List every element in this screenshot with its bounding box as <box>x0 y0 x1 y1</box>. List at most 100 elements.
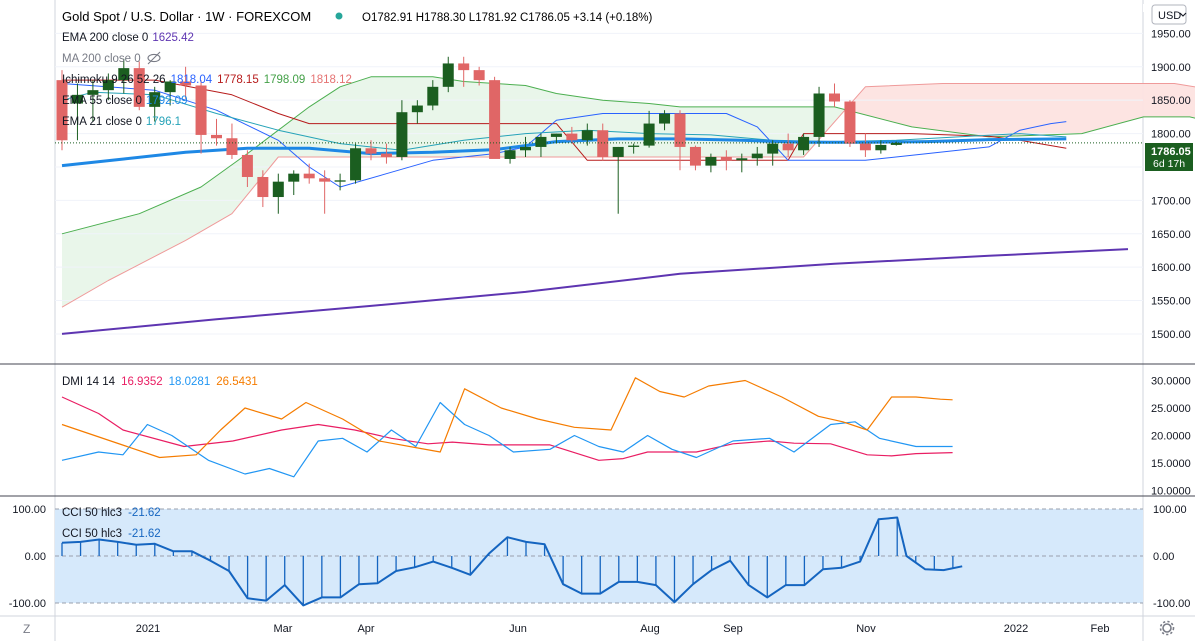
candle[interactable] <box>581 123 593 146</box>
ohlc-values: O1782.91 H1788.30 L1781.92 C1786.05 +3.1… <box>362 12 652 24</box>
candle[interactable] <box>859 133 871 157</box>
currency-selector[interactable]: USD <box>1151 4 1187 25</box>
candle-body <box>257 176 269 198</box>
candle[interactable] <box>257 170 269 208</box>
candle[interactable] <box>813 86 825 147</box>
candle[interactable] <box>427 80 439 111</box>
price-axis-label: 1500.00 <box>1151 329 1191 341</box>
candle[interactable] <box>102 73 114 101</box>
price-axis-label: 1550.00 <box>1151 296 1191 308</box>
candle[interactable] <box>87 80 99 122</box>
cci-axis-label-left: -100.00 <box>9 598 46 610</box>
indicator-legend[interactable]: EMA 200 close 0 1625.42 MA 200 close 0 Ic… <box>62 32 352 540</box>
zoom-button[interactable]: Z <box>23 622 30 636</box>
ema-200-line[interactable] <box>61 248 1129 335</box>
eye-off-icon[interactable] <box>147 51 161 65</box>
dmi-plus-di-line[interactable] <box>61 396 953 461</box>
candle[interactable] <box>241 150 253 188</box>
candle[interactable] <box>798 133 810 155</box>
candle[interactable] <box>226 123 238 159</box>
candle[interactable] <box>272 173 284 214</box>
legend-ema200[interactable]: EMA 200 close 0 1625.42 <box>62 32 194 44</box>
candle[interactable] <box>566 126 578 143</box>
candle[interactable] <box>844 100 856 147</box>
candle[interactable] <box>133 61 145 111</box>
candle-body <box>689 146 701 166</box>
candle[interactable] <box>411 100 423 124</box>
price-pane[interactable] <box>55 32 1195 335</box>
dmi-minus-di-line[interactable] <box>61 401 953 478</box>
candle[interactable] <box>334 173 346 191</box>
candle[interactable] <box>720 150 732 171</box>
dmi-adx-line[interactable] <box>61 377 953 459</box>
time-axis-label: Mar <box>274 623 293 635</box>
exchange: FOREXCOM <box>236 9 311 24</box>
legend-ema21[interactable]: EMA 21 close 0 1796.1 <box>62 116 181 128</box>
cci-axis-label-left: 100.00 <box>12 504 46 516</box>
candle[interactable] <box>164 80 176 106</box>
candle[interactable] <box>535 133 547 157</box>
candle[interactable] <box>489 76 501 159</box>
candle[interactable] <box>380 143 392 164</box>
cci-axis-label-right: 0.00 <box>1153 551 1174 563</box>
candle[interactable] <box>829 83 840 107</box>
time-axis-label: 2021 <box>136 623 160 635</box>
legend-cci-2[interactable]: CCI 50 hlc3 -21.62 <box>62 528 161 540</box>
candle[interactable] <box>597 123 609 161</box>
candle[interactable] <box>396 100 408 161</box>
candle[interactable] <box>751 146 763 166</box>
ichimoku-tenkan-line[interactable] <box>61 83 1067 188</box>
candle[interactable] <box>767 140 779 166</box>
candle[interactable] <box>550 133 562 144</box>
candle[interactable] <box>643 110 655 148</box>
cci-line[interactable] <box>61 516 963 607</box>
candle[interactable] <box>782 133 794 157</box>
candle-body <box>102 80 114 91</box>
candle[interactable] <box>473 66 485 86</box>
dmi-pane[interactable] <box>61 377 953 478</box>
candle[interactable] <box>736 153 748 173</box>
candle-body <box>118 68 130 81</box>
candle-body <box>303 173 315 179</box>
candle[interactable] <box>71 83 83 141</box>
legend-ichimoku[interactable]: Ichimoku 9 26 52 26 1818.04 1778.15 1798.09… <box>62 74 352 86</box>
cci-pane[interactable] <box>61 516 963 607</box>
candle[interactable] <box>689 145 701 171</box>
last-price-value: 1786.05 <box>1151 146 1191 158</box>
candle-body <box>272 181 284 198</box>
candle[interactable] <box>288 170 300 196</box>
ichimoku-span-b[interactable] <box>61 83 1195 308</box>
candle[interactable] <box>705 153 717 173</box>
candle[interactable] <box>319 170 331 214</box>
ohlc-low: L1781.92 <box>469 12 517 24</box>
legend-ma200[interactable]: MA 200 close 0 <box>62 53 141 65</box>
candle[interactable] <box>303 163 315 184</box>
candle[interactable] <box>504 146 516 164</box>
candle[interactable] <box>350 143 362 184</box>
candle-body <box>566 133 578 141</box>
gear-icon[interactable] <box>1159 620 1175 636</box>
candle[interactable] <box>195 80 207 154</box>
last-price-tag: 1786.05 6d 17h <box>1145 143 1193 171</box>
legend-cci-1[interactable]: CCI 50 hlc3 -21.62 <box>62 507 161 519</box>
legend-ema55[interactable]: EMA 55 close 0 1792.09 <box>62 95 187 107</box>
candle[interactable] <box>211 118 222 146</box>
time-axis-label: Aug <box>640 623 660 635</box>
candle[interactable] <box>612 146 624 214</box>
candle-body <box>535 136 547 147</box>
candle[interactable] <box>442 56 454 93</box>
candle[interactable] <box>118 58 130 94</box>
candle[interactable] <box>890 141 902 146</box>
candle[interactable] <box>520 136 531 157</box>
candle[interactable] <box>180 66 192 99</box>
symbol-title[interactable]: Gold Spot / U.S. Dollar · 1W · FOREXCOM <box>62 9 311 24</box>
candle[interactable] <box>628 143 640 154</box>
candle[interactable] <box>458 56 470 87</box>
candle[interactable] <box>659 110 671 131</box>
candle[interactable] <box>674 110 686 171</box>
legend-dmi[interactable]: DMI 14 14 16.9352 18.0281 26.5431 <box>62 376 258 388</box>
candle[interactable] <box>149 86 161 122</box>
candle[interactable] <box>365 140 377 161</box>
candle[interactable] <box>56 70 68 151</box>
